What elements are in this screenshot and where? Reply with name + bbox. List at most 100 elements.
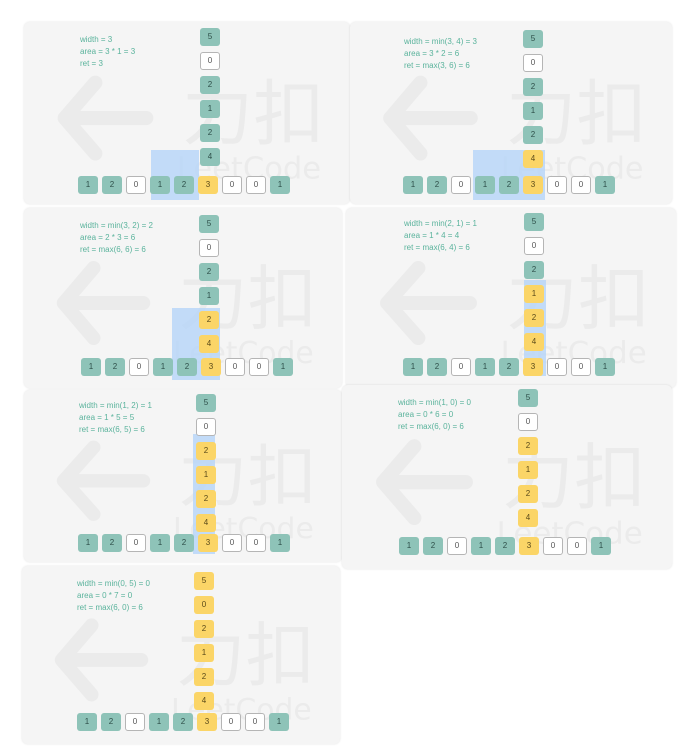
column-cell: 2 bbox=[524, 309, 544, 327]
calc-line: ret = max(6, 5) = 6 bbox=[79, 425, 145, 434]
row-cell: 1 bbox=[471, 537, 491, 555]
row-cell: 3 bbox=[198, 534, 218, 552]
column-cell: 2 bbox=[200, 76, 220, 94]
column-cell: 5 bbox=[194, 572, 214, 590]
row-cell: 0 bbox=[222, 534, 242, 552]
column-cell: 4 bbox=[196, 514, 216, 532]
step-panel-2: 力扣 LeetCode width = min(3, 4) = 3 area = 3 … bbox=[350, 22, 672, 204]
calc-line: width = min(3, 2) = 2 bbox=[80, 221, 153, 230]
row-cell: 1 bbox=[475, 358, 495, 376]
column-cell: 1 bbox=[199, 287, 219, 305]
row-cell: 2 bbox=[427, 358, 447, 376]
row-cell: 2 bbox=[102, 534, 122, 552]
column-cell: 2 bbox=[523, 126, 543, 144]
column-cell: 2 bbox=[196, 490, 216, 508]
step-panel-6: 力扣 LeetCode width = min(1, 0) = 0 area = 0 … bbox=[342, 385, 672, 569]
column-cell: 2 bbox=[199, 263, 219, 281]
row-cell: 2 bbox=[173, 713, 193, 731]
step-panel-5: 力扣 LeetCode width = min(1, 2) = 1 area = 1 … bbox=[24, 390, 342, 562]
row-cell: 1 bbox=[78, 176, 98, 194]
calc-line: area = 0 * 6 = 0 bbox=[398, 410, 454, 419]
row-cell: 3 bbox=[198, 176, 218, 194]
column-cell: 4 bbox=[200, 148, 220, 166]
row-cell: 3 bbox=[519, 537, 539, 555]
calc-text: width = min(3, 4) = 3 area = 3 * 2 = 6 ret… bbox=[404, 36, 477, 72]
row-cell: 1 bbox=[270, 176, 290, 194]
row-cell: 2 bbox=[427, 176, 447, 194]
column-cell: 5 bbox=[200, 28, 220, 46]
calc-line: width = min(2, 1) = 1 bbox=[404, 219, 477, 228]
column-cell: 4 bbox=[518, 509, 538, 527]
row-cell: 0 bbox=[547, 176, 567, 194]
column-cell: 5 bbox=[523, 30, 543, 48]
column-cell: 0 bbox=[518, 413, 538, 431]
column-cell: 5 bbox=[524, 213, 544, 231]
row-cell: 2 bbox=[499, 358, 519, 376]
row-cell: 0 bbox=[126, 176, 146, 194]
calc-line: width = min(0, 5) = 0 bbox=[77, 579, 150, 588]
row-cell: 1 bbox=[81, 358, 101, 376]
row-cell: 1 bbox=[269, 713, 289, 731]
row-cell: 2 bbox=[177, 358, 197, 376]
calc-text: width = min(1, 0) = 0 area = 0 * 6 = 0 ret… bbox=[398, 397, 471, 433]
row-cell: 2 bbox=[495, 537, 515, 555]
row-cell: 1 bbox=[273, 358, 293, 376]
calc-line: area = 1 * 4 = 4 bbox=[404, 231, 460, 240]
step-panel-4: 力扣 LeetCode width = min(2, 1) = 1 area = 1 … bbox=[346, 208, 676, 388]
column-cell: 1 bbox=[200, 100, 220, 118]
column-cell: 5 bbox=[199, 215, 219, 233]
column-cell: 2 bbox=[518, 485, 538, 503]
row-cell: 1 bbox=[78, 534, 98, 552]
row-cell: 0 bbox=[451, 176, 471, 194]
step-panel-7: 力扣 LeetCode width = min(0, 5) = 0 area = 0 … bbox=[22, 566, 340, 744]
row-cell: 3 bbox=[523, 358, 543, 376]
column-cell: 2 bbox=[199, 311, 219, 329]
row-cell: 1 bbox=[399, 537, 419, 555]
calc-line: width = 3 bbox=[80, 35, 113, 44]
column-cell: 1 bbox=[196, 466, 216, 484]
row-cell: 3 bbox=[197, 713, 217, 731]
row-cell: 0 bbox=[222, 176, 242, 194]
row-cell: 0 bbox=[125, 713, 145, 731]
row-cell: 2 bbox=[102, 176, 122, 194]
row-cell: 1 bbox=[595, 176, 615, 194]
column-cell: 5 bbox=[196, 394, 216, 412]
row-cell: 3 bbox=[201, 358, 221, 376]
column-cell: 0 bbox=[194, 596, 214, 614]
step-panel-3: 力扣 LeetCode width = min(3, 2) = 2 area = 2 … bbox=[24, 208, 342, 388]
calc-line: width = min(1, 0) = 0 bbox=[398, 398, 471, 407]
calc-line: ret = max(6, 4) = 6 bbox=[404, 243, 470, 252]
column-cell: 2 bbox=[523, 78, 543, 96]
row-cell: 0 bbox=[447, 537, 467, 555]
row-cell: 1 bbox=[153, 358, 173, 376]
calc-line: area = 2 * 3 = 6 bbox=[80, 233, 136, 242]
column-cell: 0 bbox=[523, 54, 543, 72]
column-cell: 1 bbox=[194, 644, 214, 662]
calc-text: width = min(2, 1) = 1 area = 1 * 4 = 4 ret… bbox=[404, 218, 477, 254]
row-cell: 0 bbox=[543, 537, 563, 555]
column-cell: 4 bbox=[194, 692, 214, 710]
column-cell: 0 bbox=[196, 418, 216, 436]
row-cell: 2 bbox=[423, 537, 443, 555]
calc-line: area = 3 * 1 = 3 bbox=[80, 47, 136, 56]
calc-text: width = min(3, 2) = 2 area = 2 * 3 = 6 ret… bbox=[80, 220, 153, 256]
row-cell: 1 bbox=[475, 176, 495, 194]
column-cell: 2 bbox=[194, 620, 214, 638]
row-cell: 1 bbox=[595, 358, 615, 376]
calc-line: ret = max(6, 6) = 6 bbox=[80, 245, 146, 254]
column-cell: 5 bbox=[518, 389, 538, 407]
row-cell: 1 bbox=[150, 534, 170, 552]
row-cell: 3 bbox=[523, 176, 543, 194]
column-cell: 4 bbox=[199, 335, 219, 353]
calc-text: width = 3 area = 3 * 1 = 3 ret = 3 bbox=[80, 34, 135, 70]
row-cell: 0 bbox=[221, 713, 241, 731]
row-cell: 0 bbox=[245, 713, 265, 731]
row-cell: 0 bbox=[225, 358, 245, 376]
calc-line: ret = max(6, 0) = 6 bbox=[398, 422, 464, 431]
calc-line: width = min(1, 2) = 1 bbox=[79, 401, 152, 410]
column-cell: 2 bbox=[194, 668, 214, 686]
row-cell: 0 bbox=[547, 358, 567, 376]
row-cell: 2 bbox=[499, 176, 519, 194]
area-highlight bbox=[524, 280, 546, 376]
row-cell: 0 bbox=[129, 358, 149, 376]
